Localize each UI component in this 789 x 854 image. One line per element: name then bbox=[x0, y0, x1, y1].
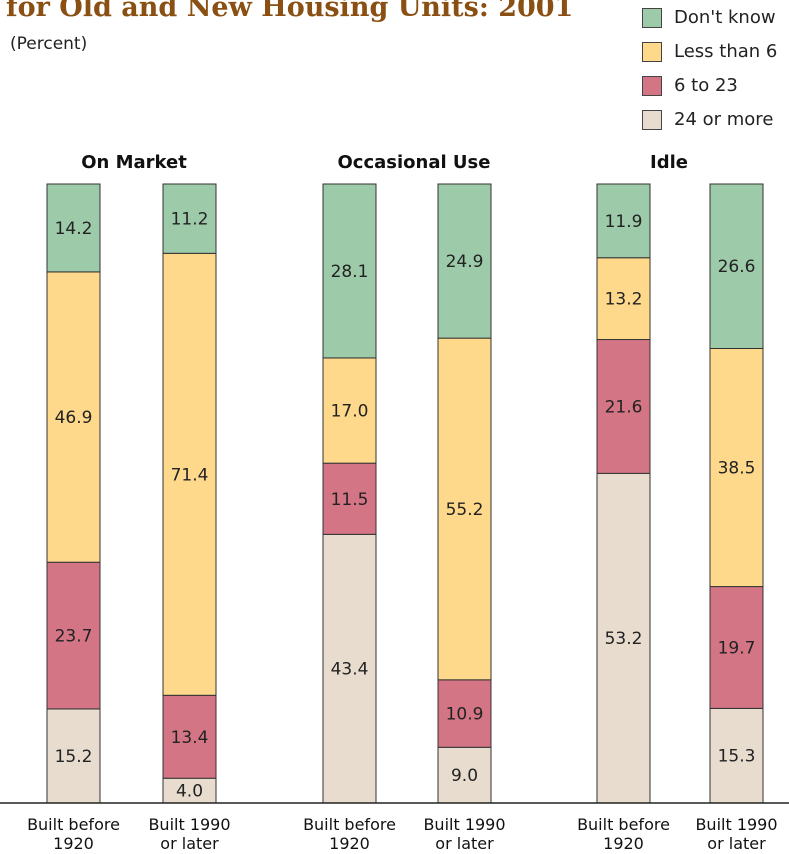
bar-segment-idle-0-don-t-know bbox=[596, 183, 651, 259]
bar-segment-on-market-1-24-or-more bbox=[162, 777, 217, 804]
category-label-on-market-0-line1: 1920 bbox=[53, 834, 94, 853]
bar-segment-on-market-0-6-to-23 bbox=[46, 561, 101, 710]
data-label-on-market-0-don-t-know: 14.2 bbox=[55, 219, 93, 239]
legend-label-dont-know: Don't know bbox=[674, 7, 776, 28]
data-label-on-market-0-less-than-6: 46.9 bbox=[55, 408, 93, 428]
units-label: (Percent) bbox=[10, 34, 88, 54]
data-label-idle-1-less-than-6: 38.5 bbox=[718, 459, 756, 479]
data-label-occasional-use-0-6-to-23: 11.5 bbox=[331, 490, 369, 510]
data-label-idle-1-don-t-know: 26.6 bbox=[718, 257, 756, 277]
data-label-idle-1-24-or-more: 15.3 bbox=[718, 747, 756, 767]
bar-segment-idle-0-6-to-23 bbox=[596, 339, 651, 474]
category-label-occasional-use-1-line1: or later bbox=[435, 834, 494, 853]
bar-segment-idle-0-less-than-6 bbox=[596, 257, 651, 341]
bar-segment-on-market-1-6-to-23 bbox=[162, 694, 217, 779]
legend-label-24-or-more: 24 or more bbox=[674, 109, 774, 130]
data-label-occasional-use-1-less-than-6: 55.2 bbox=[446, 500, 484, 520]
data-label-idle-0-6-to-23: 21.6 bbox=[605, 397, 643, 417]
bar-segment-on-market-1-less-than-6 bbox=[162, 252, 217, 696]
category-label-occasional-use-1-line0: Built 1990 bbox=[423, 815, 505, 834]
category-label-occasional-use-0-line0: Built before bbox=[303, 815, 396, 834]
legend-swatch-dont-know bbox=[642, 8, 662, 28]
category-label-occasional-use-0-line1: 1920 bbox=[329, 834, 370, 853]
data-label-occasional-use-0-less-than-6: 17.0 bbox=[331, 402, 369, 422]
bar-segment-on-market-1-don-t-know bbox=[162, 183, 217, 254]
data-label-occasional-use-1-24-or-more: 9.0 bbox=[451, 766, 478, 786]
data-label-on-market-0-6-to-23: 23.7 bbox=[55, 627, 93, 647]
bar-segment-idle-1-24-or-more bbox=[709, 707, 764, 804]
data-label-occasional-use-0-don-t-know: 28.1 bbox=[331, 262, 369, 282]
bar-segment-occasional-use-1-less-than-6 bbox=[437, 337, 492, 681]
category-label-idle-0-line1: 1920 bbox=[603, 834, 644, 853]
legend-swatch-6-to-23 bbox=[642, 76, 662, 96]
category-label-on-market-1-line0: Built 1990 bbox=[148, 815, 230, 834]
data-label-on-market-1-don-t-know: 11.2 bbox=[171, 210, 209, 230]
category-label-idle-0-line0: Built before bbox=[577, 815, 670, 834]
data-label-on-market-1-24-or-more: 4.0 bbox=[176, 782, 203, 802]
bar-segment-occasional-use-0-don-t-know bbox=[322, 183, 377, 359]
data-label-idle-1-6-to-23: 19.7 bbox=[718, 638, 756, 658]
category-label-on-market-0-line0: Built before bbox=[27, 815, 120, 834]
bar-segment-occasional-use-1-24-or-more bbox=[437, 746, 492, 804]
panel-title-occasional-use: Occasional Use bbox=[338, 152, 491, 173]
bar-segment-occasional-use-0-less-than-6 bbox=[322, 357, 377, 464]
bar-segment-occasional-use-0-24-or-more bbox=[322, 533, 377, 804]
legend-swatch-less-than-6 bbox=[642, 42, 662, 62]
legend-label-less-than-6: Less than 6 bbox=[674, 41, 778, 62]
data-label-idle-0-less-than-6: 13.2 bbox=[605, 290, 643, 310]
panel-title-idle: Idle bbox=[650, 152, 688, 173]
bar-segment-idle-1-6-to-23 bbox=[709, 586, 764, 709]
bar-segment-on-market-0-don-t-know bbox=[46, 183, 101, 273]
bar-segment-idle-1-less-than-6 bbox=[709, 347, 764, 588]
category-label-idle-1-line0: Built 1990 bbox=[695, 815, 777, 834]
panel-title-on-market: On Market bbox=[81, 152, 187, 173]
data-label-occasional-use-1-don-t-know: 24.9 bbox=[446, 252, 484, 272]
bar-segment-on-market-0-less-than-6 bbox=[46, 271, 101, 563]
bar-segment-idle-1-don-t-know bbox=[709, 183, 764, 349]
data-label-on-market-1-less-than-6: 71.4 bbox=[171, 465, 209, 485]
data-label-on-market-1-6-to-23: 13.4 bbox=[171, 728, 209, 748]
data-label-idle-0-don-t-know: 11.9 bbox=[605, 212, 643, 232]
legend-swatch-24-or-more bbox=[642, 110, 662, 130]
data-label-occasional-use-1-6-to-23: 10.9 bbox=[446, 705, 484, 725]
data-label-occasional-use-0-24-or-more: 43.4 bbox=[331, 660, 369, 680]
chart-title: for Old and New Housing Units: 2001 bbox=[6, 0, 574, 23]
data-label-on-market-0-24-or-more: 15.2 bbox=[55, 747, 93, 767]
legend-label-6-to-23: 6 to 23 bbox=[674, 75, 738, 96]
data-label-idle-0-24-or-more: 53.2 bbox=[605, 629, 643, 649]
bar-segment-idle-0-24-or-more bbox=[596, 472, 651, 804]
bar-segment-occasional-use-1-don-t-know bbox=[437, 183, 492, 339]
bar-segment-occasional-use-1-6-to-23 bbox=[437, 679, 492, 748]
category-label-on-market-1-line1: or later bbox=[160, 834, 219, 853]
category-label-idle-1-line1: or later bbox=[707, 834, 766, 853]
